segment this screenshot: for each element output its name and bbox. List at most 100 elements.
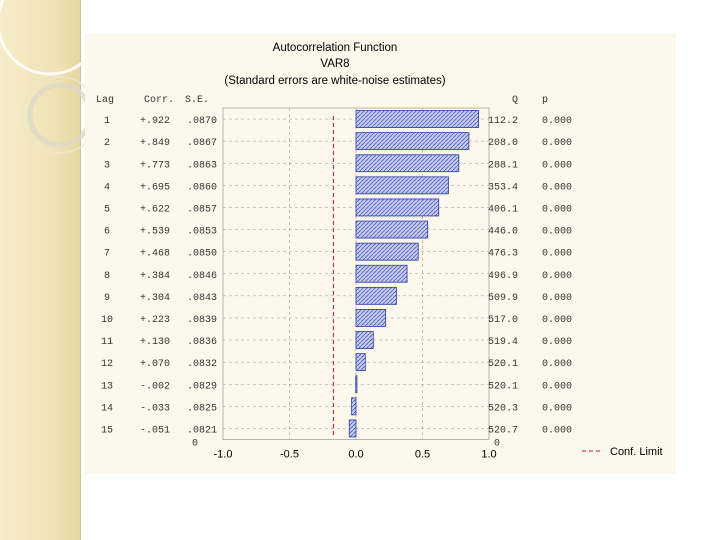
p-label: 0.000 (542, 381, 572, 392)
lag-label: 6 (104, 227, 110, 238)
p-label: 0.000 (542, 293, 572, 304)
header-p: p (542, 95, 548, 106)
acf-bar (355, 110, 480, 128)
acf-bar (355, 242, 419, 261)
corr-label: +.773 (140, 160, 170, 171)
q-label: 288.1 (488, 160, 518, 171)
x-tick-label: 1.0 (481, 449, 496, 461)
lag-label: 12 (101, 359, 113, 370)
lag-label: 14 (101, 403, 113, 414)
header-q: Q (512, 95, 518, 106)
zero-label-right: 0 (494, 439, 500, 450)
corr-label: -.033 (140, 403, 170, 414)
corr-label: -.002 (140, 381, 170, 392)
q-label: 520.1 (488, 381, 518, 392)
corr-label: -.051 (140, 425, 170, 436)
se-label: .0853 (187, 227, 217, 238)
acf-bar (355, 309, 387, 327)
p-label: 0.000 (542, 204, 572, 215)
acf-bar (355, 220, 429, 239)
corr-label: +.304 (140, 293, 170, 304)
se-label: .0832 (187, 359, 217, 370)
p-label: 0.000 (542, 337, 572, 348)
acf-bar (355, 286, 397, 305)
acf-chart: Autocorrelation Function VAR8 (Standard … (96, 42, 663, 461)
se-label: .0821 (187, 425, 217, 436)
se-label: .0870 (187, 116, 217, 127)
corr-label: +.695 (140, 182, 170, 193)
lag-label: 5 (104, 204, 110, 215)
lag-label: 11 (101, 337, 113, 348)
acf-bar (355, 331, 374, 349)
p-label: 0.000 (542, 227, 572, 238)
q-label: 520.1 (488, 359, 518, 370)
acf-bar (351, 397, 357, 416)
header-corr: Corr. (144, 95, 174, 106)
corr-label: +.849 (140, 138, 170, 149)
q-label: 446.0 (488, 227, 518, 238)
lag-label: 9 (104, 293, 110, 304)
q-label: 520.3 (488, 403, 518, 414)
chart-title: Autocorrelation Function (273, 42, 398, 54)
p-label: 0.000 (542, 249, 572, 260)
se-label: .0867 (187, 138, 217, 149)
p-label: 0.000 (542, 116, 572, 127)
q-label: 496.9 (488, 271, 518, 282)
zero-label-left: 0 (192, 439, 198, 450)
lag-label: 10 (101, 315, 113, 326)
corr-label: +.384 (140, 271, 170, 282)
lag-label: 13 (101, 381, 113, 392)
x-tick-label: -0.5 (280, 449, 299, 461)
corr-label: +.468 (140, 249, 170, 260)
x-tick-label: 0.0 (348, 449, 363, 461)
q-label: 208.0 (488, 138, 518, 149)
lag-label: 1 (104, 116, 110, 127)
se-label: .0839 (187, 315, 217, 326)
q-label: 406.1 (488, 204, 518, 215)
se-label: .0836 (187, 337, 217, 348)
acf-bar (355, 176, 449, 195)
lag-label: 3 (104, 160, 110, 171)
lag-label: 7 (104, 249, 110, 260)
corr-label: +.070 (140, 359, 170, 370)
corr-label: +.922 (140, 116, 170, 127)
acf-bar (355, 375, 358, 394)
legend-label: Conf. Limit (610, 446, 663, 458)
chart-panel: Autocorrelation Function VAR8 (Standard … (85, 34, 676, 474)
header-lag: Lag (96, 95, 114, 106)
acf-bar (355, 353, 366, 372)
acf-bar (348, 419, 357, 438)
q-label: 112.2 (488, 116, 518, 127)
corr-label: +.223 (140, 315, 170, 326)
se-label: .0843 (187, 293, 217, 304)
lag-label: 2 (104, 138, 110, 149)
p-label: 0.000 (542, 160, 572, 171)
q-label: 509.9 (488, 293, 518, 304)
x-tick-label: -1.0 (214, 449, 233, 461)
q-label: 476.3 (488, 249, 518, 260)
q-label: 520.7 (488, 425, 518, 436)
p-label: 0.000 (542, 138, 572, 149)
corr-label: +.130 (140, 337, 170, 348)
p-label: 0.000 (542, 182, 572, 193)
acf-bar (355, 264, 408, 283)
acf-bar (355, 154, 460, 173)
se-label: .0846 (187, 271, 217, 282)
corr-label: +.539 (140, 227, 170, 238)
se-label: .0863 (187, 160, 217, 171)
acf-bar (355, 132, 470, 151)
p-label: 0.000 (542, 315, 572, 326)
q-label: 517.0 (488, 315, 518, 326)
p-label: 0.000 (542, 425, 572, 436)
lag-label: 15 (101, 425, 113, 436)
se-label: .0850 (187, 249, 217, 260)
se-label: .0857 (187, 204, 217, 215)
q-label: 353.4 (488, 182, 518, 193)
chart-note: (Standard errors are white-noise estimat… (224, 75, 445, 87)
p-label: 0.000 (542, 271, 572, 282)
q-label: 519.4 (488, 337, 518, 348)
chart-subtitle: VAR8 (320, 58, 349, 70)
corr-label: +.622 (140, 204, 170, 215)
p-label: 0.000 (542, 359, 572, 370)
acf-bar (355, 198, 440, 217)
